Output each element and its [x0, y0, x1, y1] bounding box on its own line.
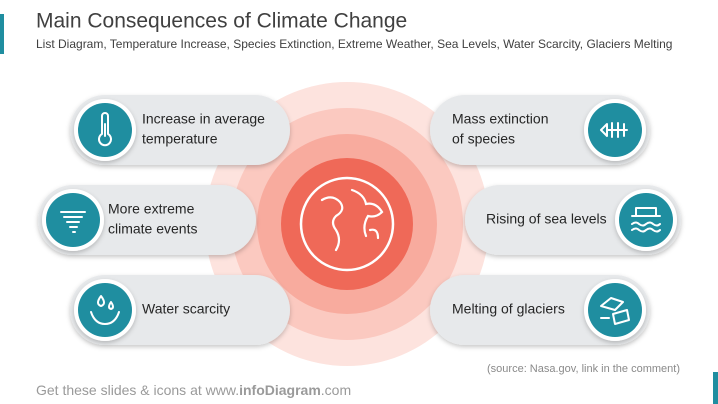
item-icon [98, 112, 112, 147]
footer-text: .com [321, 382, 351, 398]
item-label: Water scarcity [142, 301, 230, 317]
item-label: Rising of sea levels [486, 211, 607, 227]
footer-text: infoDiagram [239, 382, 321, 398]
list-item: More extreme climate events [38, 185, 256, 255]
icon-badge [78, 283, 132, 337]
list-item: Mass extinction of species [430, 95, 650, 165]
accent-bar [713, 372, 718, 404]
item-icon [600, 122, 628, 138]
title: Main Consequences of Climate Change [36, 10, 407, 33]
list-item: Rising of sea levels [465, 185, 681, 255]
item-label: Increase in average [142, 111, 265, 127]
item-icon [60, 211, 86, 233]
icon-badge [46, 193, 100, 247]
item-label: Mass extinction [452, 111, 548, 127]
icon-badge [619, 193, 673, 247]
footer-text: Get these slides & icons at www. [36, 382, 239, 398]
list-item: Melting of glaciers [430, 275, 650, 345]
item-icon [600, 297, 630, 325]
globe-icon [320, 188, 384, 252]
item-label: temperature [142, 131, 218, 147]
accent-bar [0, 14, 4, 54]
source-note: (source: Nasa.gov, link in the comment) [487, 363, 680, 375]
subtitle: List Diagram, Temperature Increase, Spec… [36, 37, 672, 51]
footer: Get these slides & icons at www.infoDiag… [36, 382, 351, 398]
item-label: climate events [108, 221, 197, 237]
item-icon [631, 207, 661, 233]
item-label: of species [452, 131, 515, 147]
globe-icon [299, 176, 395, 272]
item-label: More extreme [108, 201, 195, 217]
item-label: Melting of glaciers [452, 301, 565, 317]
item-icon [90, 295, 120, 325]
list-item: Increase in average temperature [70, 95, 290, 165]
list-item: Water scarcity [70, 275, 290, 345]
